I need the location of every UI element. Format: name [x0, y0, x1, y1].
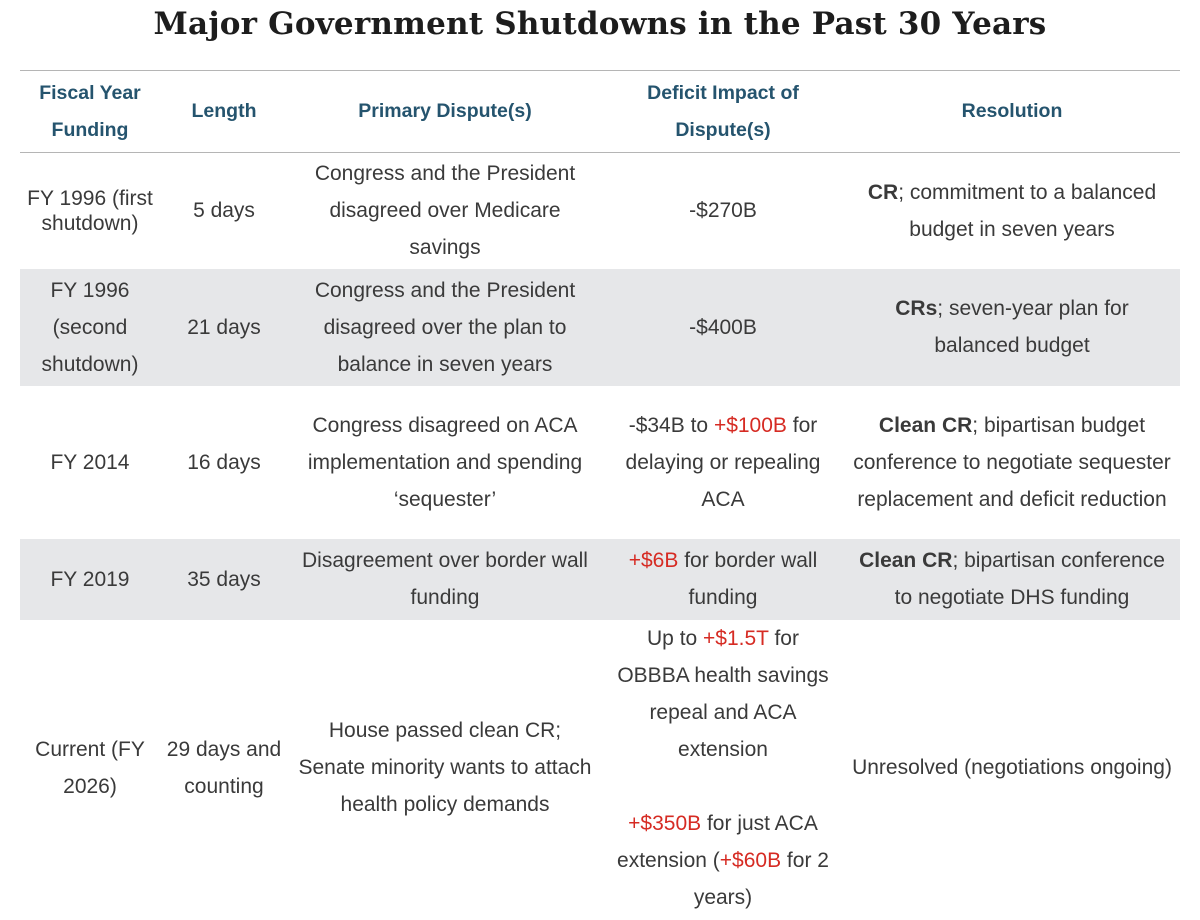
cell-deficit: -$34B to +$100B for delaying or repealin… [602, 386, 844, 539]
deficit-text: for border wall funding [678, 549, 818, 609]
cell-dispute: Congress and the President disagreed ove… [314, 162, 576, 260]
shutdown-table: Fiscal Year Funding Length Primary Dispu… [20, 70, 1180, 916]
cell-deficit: Up to +$1.5T for OBBBA health savings re… [602, 620, 844, 916]
cell-fiscal-year: FY 2014 [50, 450, 130, 474]
resolution-text: ; commitment to a balanced budget in sev… [898, 180, 1157, 241]
cell-resolution: CRs; seven-year plan for balanced budget [844, 269, 1180, 386]
header-length: Length [191, 100, 257, 122]
resolution-text: ; bipartisan budget conference to negoti… [853, 413, 1171, 511]
cell-length: 16 days [187, 450, 261, 474]
cell-resolution: Unresolved (negotiations ongoing) [852, 756, 1172, 779]
cell-deficit: -$270B [689, 199, 757, 223]
cell-length: 5 days [193, 199, 255, 223]
header-resolution: Resolution [961, 100, 1063, 122]
header-primary-dispute: Primary Dispute(s) [358, 100, 532, 122]
spacer [608, 768, 838, 805]
resolution-bold: Clean CR [859, 549, 953, 572]
resolution-bold: CR [867, 180, 899, 204]
table-row: FY 1996 (second shutdown) 21 days Congre… [20, 268, 1180, 386]
header-row: Fiscal Year Funding Length Primary Dispu… [20, 70, 1180, 153]
resolution-bold: CRs [895, 297, 938, 320]
cell-resolution: CR; commitment to a balanced budget in s… [844, 153, 1180, 269]
cell-dispute: Congress disagreed on ACA implementation… [307, 413, 583, 511]
deficit-highlight: +$60B [719, 848, 782, 872]
cell-length: 35 days [187, 567, 261, 591]
deficit-line-a: Up to +$1.5T for OBBBA health savings re… [608, 620, 838, 768]
cell-fiscal-year: FY 2019 [50, 567, 130, 591]
deficit-line-b: +$350B for just ACA extension (+$60B for… [608, 805, 838, 916]
table-row: FY 1996 (first shutdown) 5 days Congress… [20, 153, 1180, 269]
deficit-highlight: +$6B [628, 549, 679, 572]
cell-length: 21 days [187, 315, 261, 339]
cell-resolution: Clean CR; bipartisan budget conference t… [844, 386, 1180, 539]
deficit-highlight: +$100B [713, 413, 787, 437]
cell-fiscal-year: FY 1996 (second shutdown) [41, 278, 139, 376]
resolution-bold: Clean CR [878, 413, 973, 437]
cell-dispute: Congress and the President disagreed ove… [314, 278, 576, 376]
cell-dispute: House passed clean CR; Senate minority w… [298, 719, 592, 816]
deficit-highlight: +$1.5T [703, 626, 769, 650]
cell-deficit: +$6B for border wall funding [602, 539, 844, 620]
table-row: FY 2014 16 days Congress disagreed on AC… [20, 386, 1180, 539]
page-title: Major Government Shutdowns in the Past 3… [153, 6, 1047, 42]
header-fiscal-year: Fiscal Year Funding [39, 81, 141, 141]
cell-resolution: Clean CR; bipartisan conference to negot… [844, 539, 1180, 620]
resolution-text: ; seven-year plan for balanced budget [934, 297, 1129, 357]
header-deficit-impact: Deficit Impact of Dispute(s) [647, 81, 799, 141]
cell-dispute: Disagreement over border wall funding [302, 549, 588, 609]
deficit-text: for 2 years) [693, 848, 829, 909]
cell-fiscal-year: FY 1996 (first shutdown) [27, 186, 153, 235]
deficit-text: for just ACA extension ( [617, 811, 818, 872]
cell-length: 29 days and counting [166, 737, 282, 798]
cell-fiscal-year: Current (FY 2026) [35, 737, 145, 798]
table-row: FY 2019 35 days Disagreement over border… [20, 538, 1180, 620]
deficit-text: for delaying or repealing ACA [625, 413, 821, 511]
deficit-text: for OBBBA health savings repeal and ACA … [617, 626, 829, 761]
deficit-text: Up to [647, 626, 704, 650]
resolution-text: ; bipartisan conference to negotiate DHS… [894, 549, 1165, 609]
deficit-highlight: +$350B [628, 811, 702, 835]
table-row: Current (FY 2026) 29 days and counting H… [20, 620, 1180, 916]
deficit-text: -$34B to [628, 413, 714, 437]
cell-deficit: -$400B [689, 315, 757, 339]
